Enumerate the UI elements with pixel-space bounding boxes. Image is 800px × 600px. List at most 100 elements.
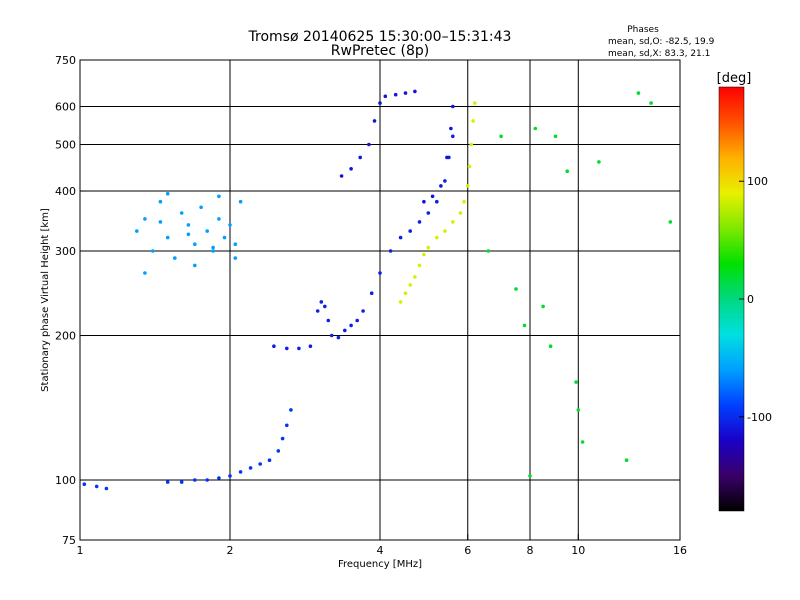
data-point <box>636 91 641 95</box>
colorbar-tick-label: 0 <box>747 293 754 306</box>
y-tick-label: 750 <box>55 54 76 67</box>
data-point <box>624 458 629 463</box>
data-point <box>451 220 455 224</box>
data-point <box>285 423 289 428</box>
data-point <box>339 174 344 178</box>
x-tick-label: 1 <box>77 544 84 557</box>
phase-stats-title: Phases <box>627 25 659 35</box>
data-point <box>422 252 426 257</box>
data-point <box>486 249 491 253</box>
data-point <box>217 217 221 221</box>
data-point <box>649 101 653 105</box>
data-point <box>417 263 422 268</box>
data-point <box>323 304 327 309</box>
data-point <box>597 160 601 164</box>
x-tick-label: 10 <box>571 544 585 557</box>
chart-title: Tromsø 20140625 15:30:00–15:31:43 <box>248 29 512 45</box>
data-point <box>408 283 413 287</box>
chart-subtitle: RwPretec (8p) <box>331 43 429 59</box>
data-point <box>308 344 313 349</box>
data-point <box>580 440 585 444</box>
data-point <box>233 242 238 246</box>
data-point <box>349 167 353 171</box>
data-point <box>238 470 243 474</box>
data-point <box>233 256 238 260</box>
x-axis: 1 2 4 6 8 10 16 <box>77 534 687 557</box>
data-point <box>211 249 215 253</box>
data-point <box>193 242 197 246</box>
data-point <box>435 235 439 240</box>
data-point <box>445 155 449 160</box>
data-point <box>473 101 477 105</box>
x-tick-label: 6 <box>464 544 471 557</box>
data-point <box>383 94 388 99</box>
data-point <box>430 194 435 199</box>
phase-stats-x: mean, sd,X: 83.3, 21.1 <box>608 49 710 59</box>
data-point <box>467 164 472 169</box>
data-point <box>217 194 221 199</box>
data-point <box>343 328 347 333</box>
data-point <box>349 323 353 328</box>
data-point <box>408 229 413 233</box>
phase-stats-o: mean, sd,O: -82.5, 19.9 <box>608 37 715 47</box>
data-point <box>143 217 147 221</box>
data-point <box>297 346 301 351</box>
grid <box>80 60 680 540</box>
data-point <box>336 335 341 340</box>
data-point <box>179 480 184 484</box>
data-point <box>272 344 276 349</box>
data-point <box>522 323 527 328</box>
data-point <box>533 126 538 131</box>
data-point <box>426 245 431 250</box>
data-point <box>205 229 209 233</box>
data-point <box>471 119 475 123</box>
data-point <box>193 263 197 268</box>
data-point <box>528 474 532 478</box>
data-point <box>158 220 163 224</box>
data-point <box>358 155 363 160</box>
data-point <box>422 199 426 204</box>
data-point <box>417 220 422 224</box>
data-point <box>413 89 417 94</box>
y-tick-label: 75 <box>62 534 76 547</box>
data-point <box>228 474 232 478</box>
data-point <box>499 134 503 139</box>
data-point <box>289 408 293 412</box>
data-point <box>451 104 455 109</box>
data-point <box>388 249 393 253</box>
data-point <box>205 478 209 482</box>
data-point <box>329 333 334 338</box>
data-point <box>186 223 191 227</box>
data-point <box>267 458 272 463</box>
data-point <box>553 134 558 139</box>
data-point <box>186 232 191 237</box>
y-tick-label: 300 <box>55 245 76 258</box>
data-point <box>238 199 243 204</box>
data-point <box>258 462 263 466</box>
data-point <box>135 229 139 233</box>
data-point <box>165 235 170 240</box>
x-tick-label: 16 <box>673 544 687 557</box>
y-tick-label: 100 <box>55 474 76 487</box>
data-point <box>143 271 147 275</box>
data-point <box>565 169 569 173</box>
data-point <box>668 220 673 224</box>
data-point <box>94 484 99 489</box>
data-point <box>165 191 170 196</box>
data-point <box>435 199 439 204</box>
data-points <box>82 89 673 491</box>
data-point <box>372 119 377 123</box>
x-tick-label: 8 <box>527 544 534 557</box>
data-point <box>228 223 232 227</box>
data-point <box>173 256 177 260</box>
data-point <box>104 486 109 491</box>
data-point <box>276 449 281 453</box>
y-tick-label: 600 <box>55 101 76 114</box>
y-tick-label: 200 <box>55 330 76 343</box>
data-point <box>367 142 371 147</box>
data-point <box>179 211 184 215</box>
y-axis-label: Stationary phase Virtual Height [km] <box>40 208 51 392</box>
data-point <box>222 235 227 240</box>
colorbar-tick-label: 100 <box>747 175 768 188</box>
